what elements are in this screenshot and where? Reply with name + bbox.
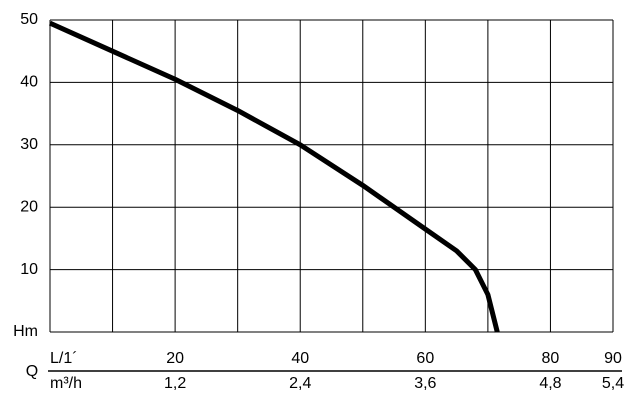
x-tick-label: 90 — [604, 350, 622, 367]
y-tick-label: 30 — [20, 136, 38, 153]
y-tick-label: 10 — [20, 261, 38, 278]
x2-tick-label: 5,4 — [602, 375, 624, 392]
y-tick-label: Hm — [13, 323, 38, 340]
y-tick-label: 40 — [20, 74, 38, 91]
x2-unit-label: m³/h — [50, 375, 82, 392]
y-tick-label: 20 — [20, 198, 38, 215]
x2-tick-label: 3,6 — [414, 375, 436, 392]
y-tick-label: 50 — [20, 11, 38, 28]
x-tick-label: 60 — [416, 350, 434, 367]
x2-tick-label: 2,4 — [289, 375, 311, 392]
x2-tick-label: 1,2 — [164, 375, 186, 392]
curve — [48, 20, 500, 333]
x-unit-label: L/1´ — [50, 350, 78, 367]
x-tick-label: 40 — [291, 350, 309, 367]
x-axis-label: Q — [26, 363, 38, 380]
x-tick-label: 80 — [542, 350, 560, 367]
x2-tick-label: 4,8 — [539, 375, 561, 392]
x-tick-label: 20 — [166, 350, 184, 367]
